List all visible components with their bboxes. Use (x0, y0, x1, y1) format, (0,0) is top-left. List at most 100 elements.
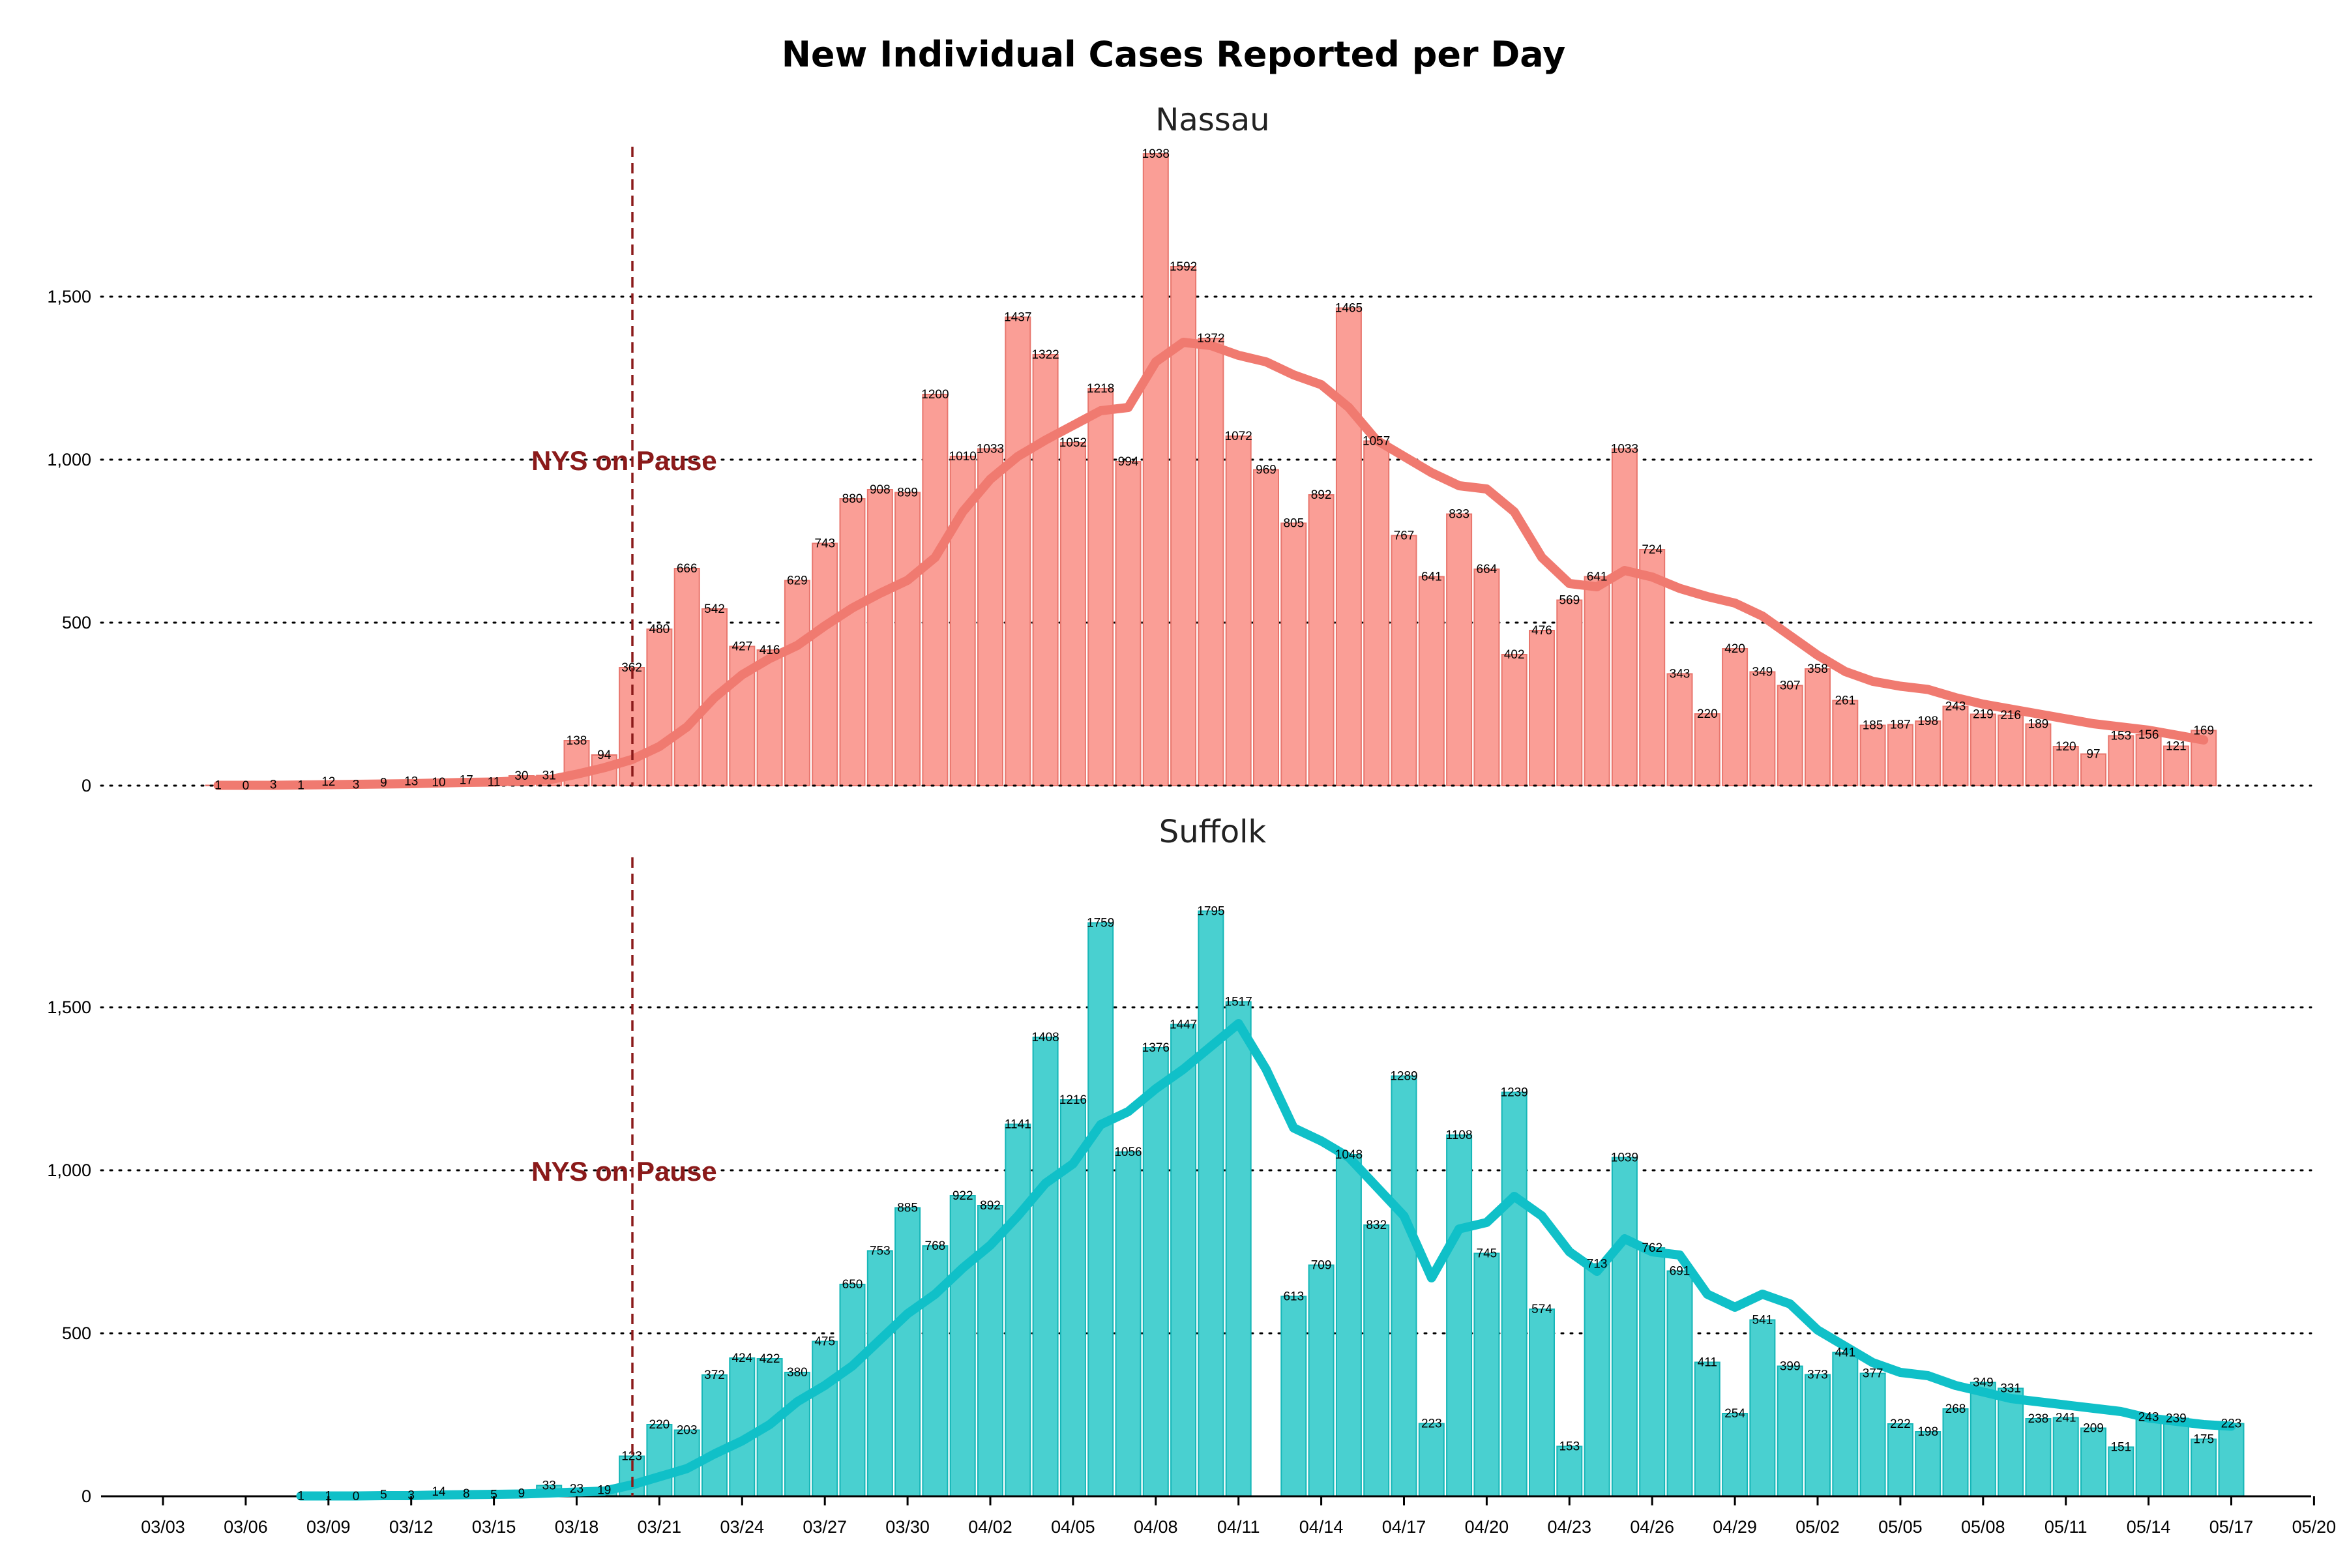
bar (1335, 1154, 1362, 1497)
bar (756, 649, 783, 786)
bar (2025, 723, 2052, 786)
bar-value-label: 31 (542, 769, 556, 783)
x-tick-label: 05/05 (1878, 1517, 1923, 1537)
bar (1529, 1309, 1555, 1497)
bar (894, 1207, 921, 1497)
bar-value-label: 198 (1917, 715, 1938, 728)
bar-value-label: 1072 (1225, 430, 1252, 443)
bar (1032, 354, 1059, 786)
bar (1639, 549, 1666, 786)
bar (1473, 1252, 1500, 1497)
bar-value-label: 541 (1752, 1314, 1773, 1327)
bar (1887, 1423, 1913, 1497)
y-tick-label: 500 (62, 613, 91, 632)
bar-value-label: 121 (2166, 740, 2187, 754)
bar-value-label: 307 (1780, 679, 1801, 693)
bar (1998, 715, 2024, 786)
bar-value-label: 666 (677, 562, 698, 576)
bar-value-label: 427 (731, 640, 752, 654)
bar-value-label: 5 (490, 1488, 497, 1502)
bar (1887, 724, 1913, 786)
x-tick-label: 04/29 (1713, 1517, 1757, 1537)
bar (2052, 1417, 2079, 1497)
bar (2108, 735, 2134, 786)
bar (866, 1250, 893, 1497)
bar (784, 1372, 810, 1497)
bar (1970, 713, 1996, 786)
bar-value-label: 1039 (1611, 1151, 1638, 1165)
bar-value-label: 768 (925, 1239, 946, 1253)
bar (2108, 1446, 2134, 1497)
x-tick-label: 05/02 (1795, 1517, 1840, 1537)
bar-value-label: 416 (760, 643, 780, 657)
bar-value-label: 767 (1394, 529, 1415, 543)
x-tick-label: 05/20 (2292, 1517, 2337, 1537)
bar (1611, 1157, 1638, 1497)
bar-value-label: 238 (2028, 1412, 2049, 1426)
bar-value-label: 1216 (1059, 1093, 1087, 1107)
panel-title-1: Suffolk (1159, 814, 1267, 850)
bar (2052, 746, 2079, 786)
bar (2080, 753, 2106, 786)
bar (2135, 734, 2162, 786)
bar-value-label: 23 (570, 1483, 583, 1496)
bar (839, 1284, 866, 1497)
x-tick-label: 03/18 (555, 1517, 599, 1537)
bar (1005, 316, 1031, 786)
bar-value-label: 892 (1311, 488, 1332, 502)
bar-value-label: 13 (404, 775, 418, 789)
bar (1529, 630, 1555, 786)
bar-value-label: 908 (870, 483, 891, 497)
bar-value-label: 691 (1670, 1265, 1690, 1279)
bar-value-label: 1108 (1446, 1129, 1473, 1142)
x-tick-label: 04/05 (1051, 1517, 1095, 1537)
bar (1253, 469, 1279, 786)
bar-value-label: 203 (677, 1424, 698, 1438)
bar (1418, 1423, 1445, 1497)
bar-value-label: 3 (407, 1489, 415, 1503)
bar-value-label: 0 (353, 1490, 360, 1503)
bar (949, 1195, 976, 1497)
bar (1584, 1263, 1610, 1497)
bar (1308, 1264, 1335, 1497)
bar (1446, 1134, 1473, 1497)
bar-value-label: 1141 (1005, 1118, 1031, 1132)
bar-value-label: 1759 (1087, 917, 1114, 930)
bar (1722, 648, 1749, 786)
bar-value-label: 650 (842, 1278, 863, 1292)
bar-value-label: 1795 (1197, 905, 1224, 919)
bar-value-label: 762 (1642, 1241, 1662, 1255)
bar (1363, 1224, 1390, 1497)
x-tick-label: 04/23 (1548, 1517, 1592, 1537)
bar-value-label: 629 (787, 574, 808, 588)
bar-value-label: 349 (1973, 1376, 1994, 1390)
bar (729, 1357, 756, 1497)
bar-value-label: 1465 (1335, 302, 1363, 316)
x-tick-label: 03/24 (720, 1517, 765, 1537)
bar (1832, 1352, 1859, 1497)
bar (1749, 671, 1776, 786)
bar-value-label: 187 (1890, 718, 1911, 732)
bar-value-label: 476 (1531, 624, 1552, 638)
x-tick-label: 03/27 (803, 1517, 847, 1537)
bar-value-label: 349 (1752, 666, 1773, 679)
bar-value-label: 745 (1477, 1247, 1498, 1261)
bar-value-label: 480 (649, 623, 670, 636)
bar-value-label: 1239 (1501, 1086, 1528, 1100)
bar-value-label: 399 (1780, 1360, 1801, 1374)
bar (922, 394, 949, 786)
bar (2162, 745, 2189, 786)
bar-value-label: 123 (621, 1450, 642, 1464)
y-tick-label: 1,000 (47, 1161, 91, 1180)
x-tick-label: 03/06 (224, 1517, 268, 1537)
bar (2135, 1416, 2162, 1497)
bar-value-label: 19 (597, 1484, 611, 1498)
bar (1915, 720, 1941, 786)
bar-value-label: 1376 (1142, 1041, 1170, 1055)
bar (646, 629, 673, 786)
bar-value-label: 1408 (1031, 1031, 1059, 1044)
bar (1584, 576, 1610, 786)
rolling-average-line (213, 338, 2209, 790)
bar-value-label: 254 (1724, 1407, 1745, 1421)
